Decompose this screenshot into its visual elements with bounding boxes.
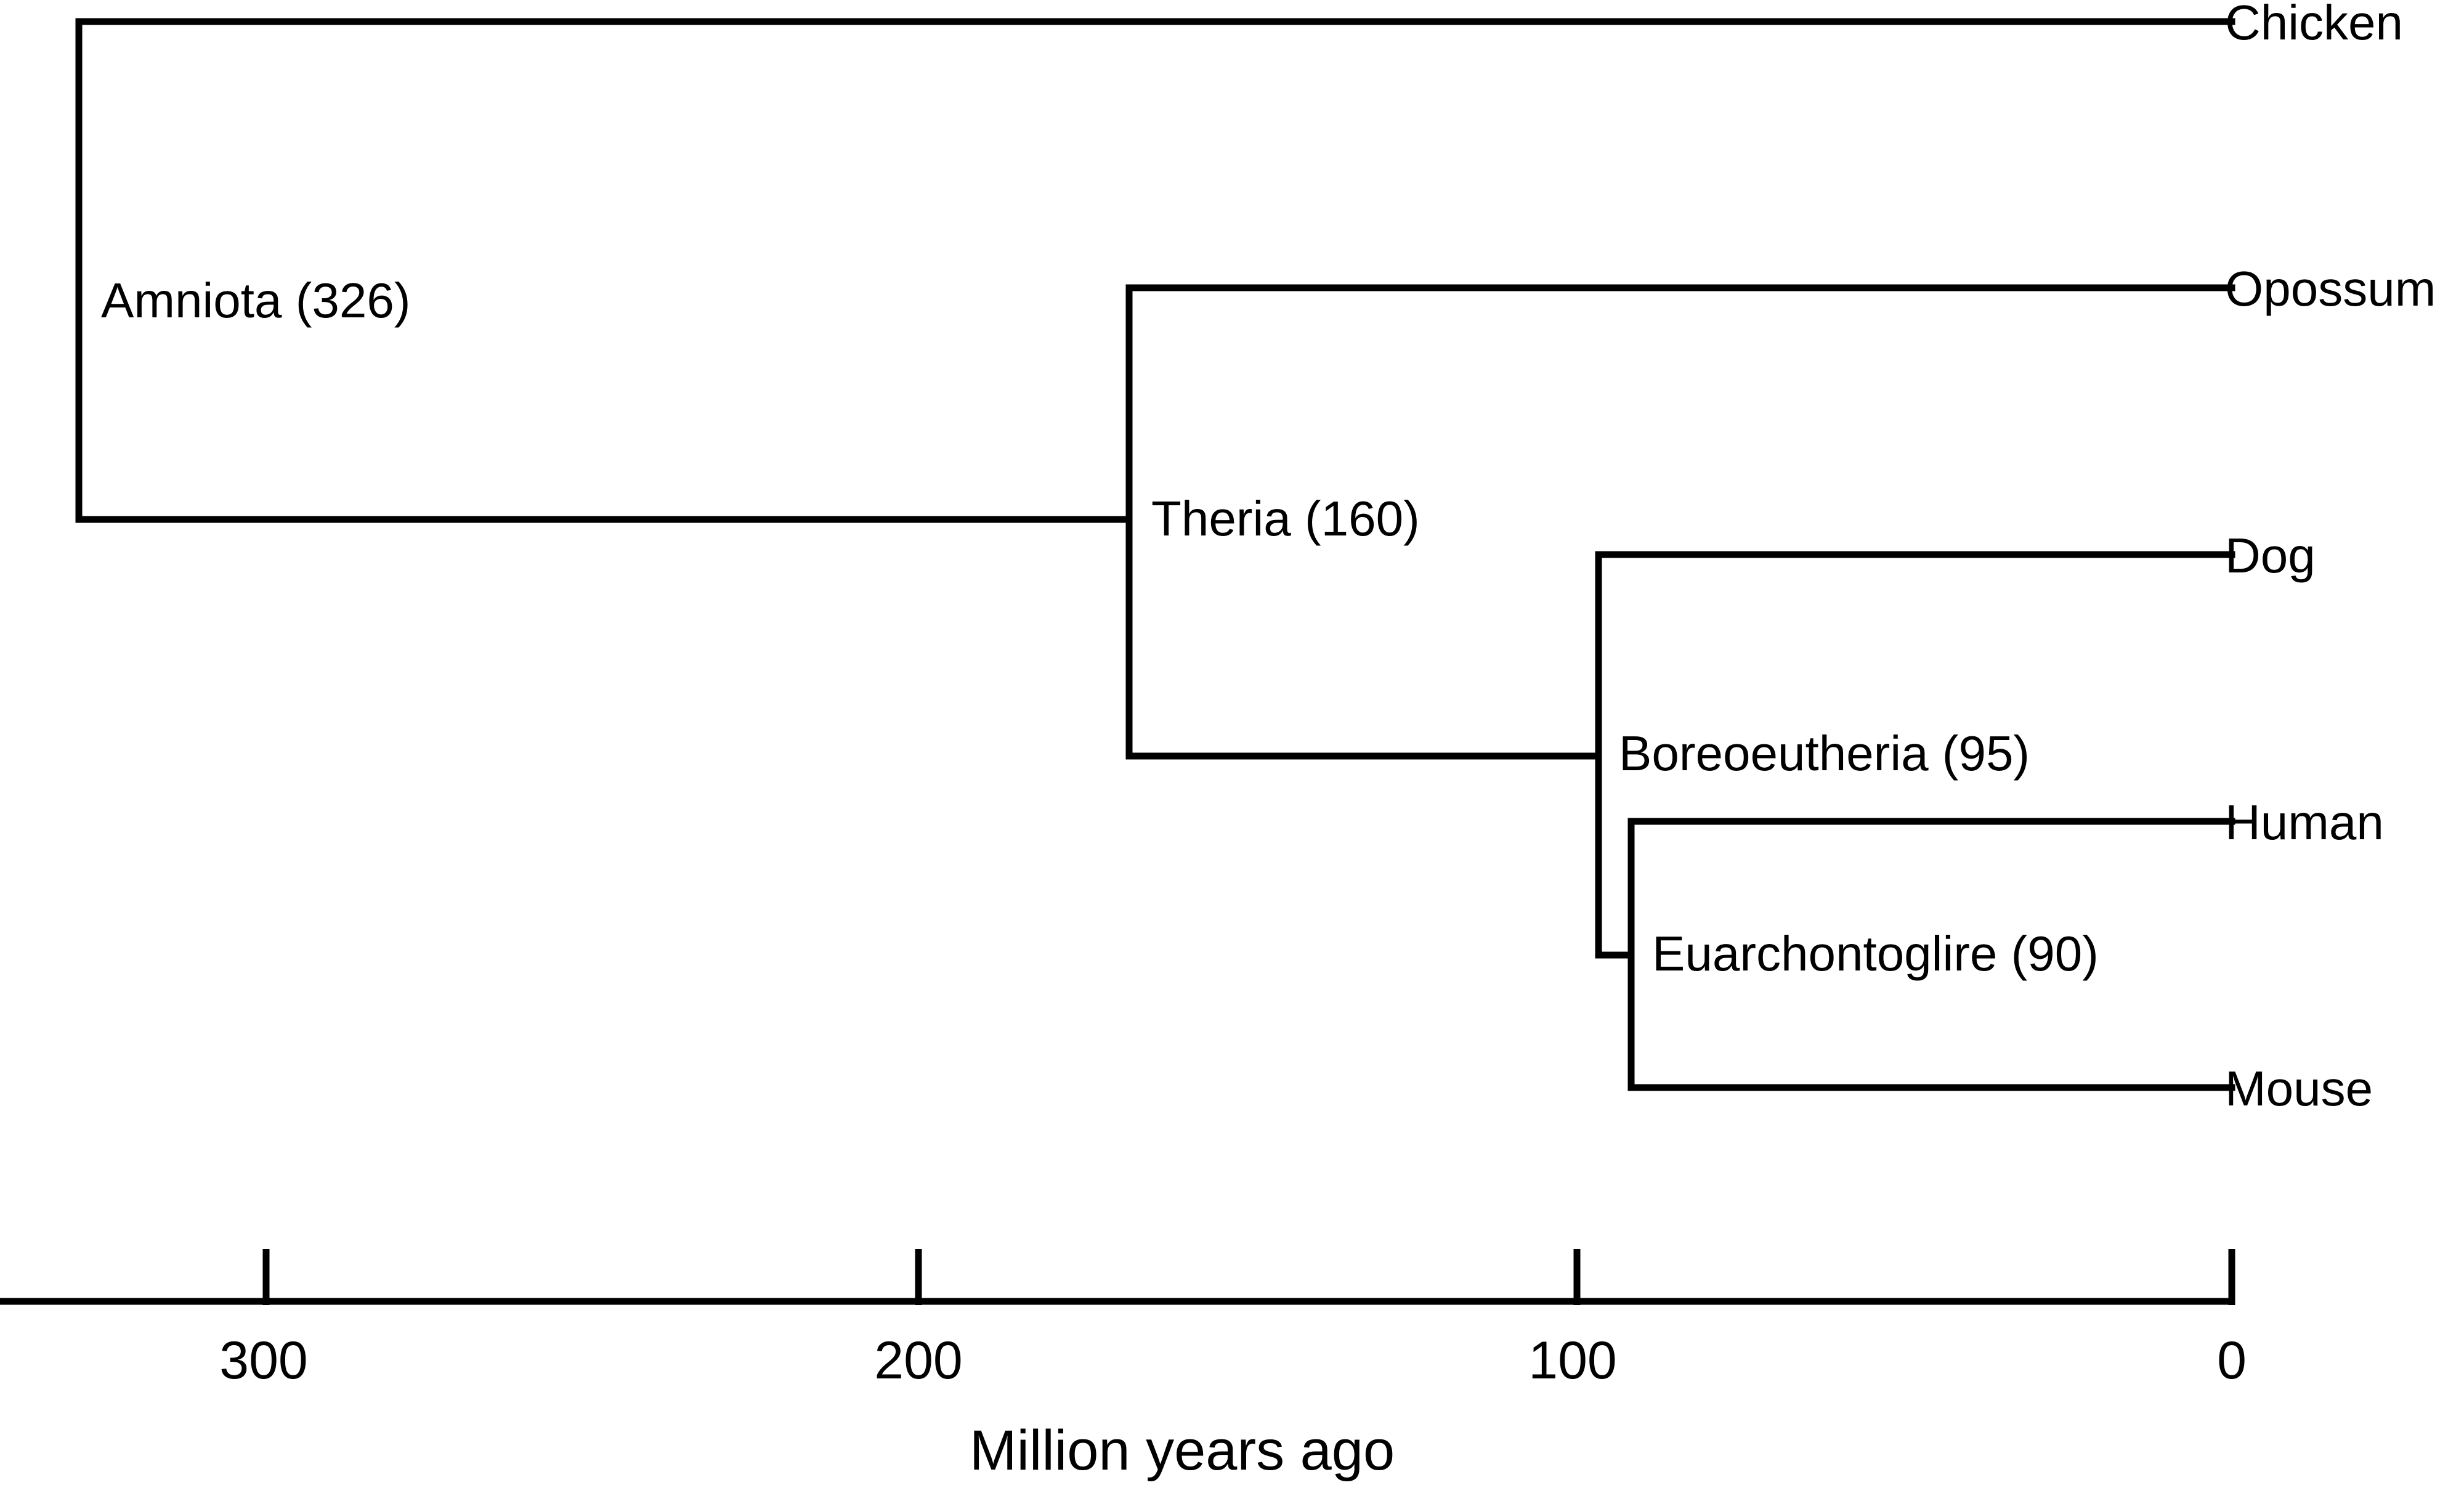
leaf-label-opossum: Opossum (2225, 261, 2436, 316)
leaf-label-dog: Dog (2225, 528, 2316, 583)
euarchontoglire-branch (1627, 818, 2235, 1091)
node-label-amniota: Amniota (326) (101, 273, 410, 328)
theria-branch (1125, 284, 2235, 760)
axis-title: Million years ago (970, 1419, 1395, 1482)
amniota-branch (75, 18, 2235, 523)
leaf-label-human: Human (2225, 795, 2384, 850)
axis-tick-label-0: 0 (2217, 1331, 2247, 1390)
node-label-euarchontoglire: Euarchontoglire (90) (1652, 926, 2099, 981)
node-label-theria: Theria (160) (1151, 491, 1420, 546)
axis-tick-label-300: 300 (219, 1331, 308, 1390)
axis-tick-label-100: 100 (1528, 1331, 1617, 1390)
leaf-label-chicken: Chicken (2225, 0, 2403, 50)
boreoeutheria-branch (1595, 551, 2235, 959)
axis-tick-label-200: 200 (874, 1331, 963, 1390)
node-label-boreoeutheria: Boreoeutheria (95) (1619, 726, 2030, 781)
leaf-label-mouse: Mouse (2225, 1061, 2373, 1116)
